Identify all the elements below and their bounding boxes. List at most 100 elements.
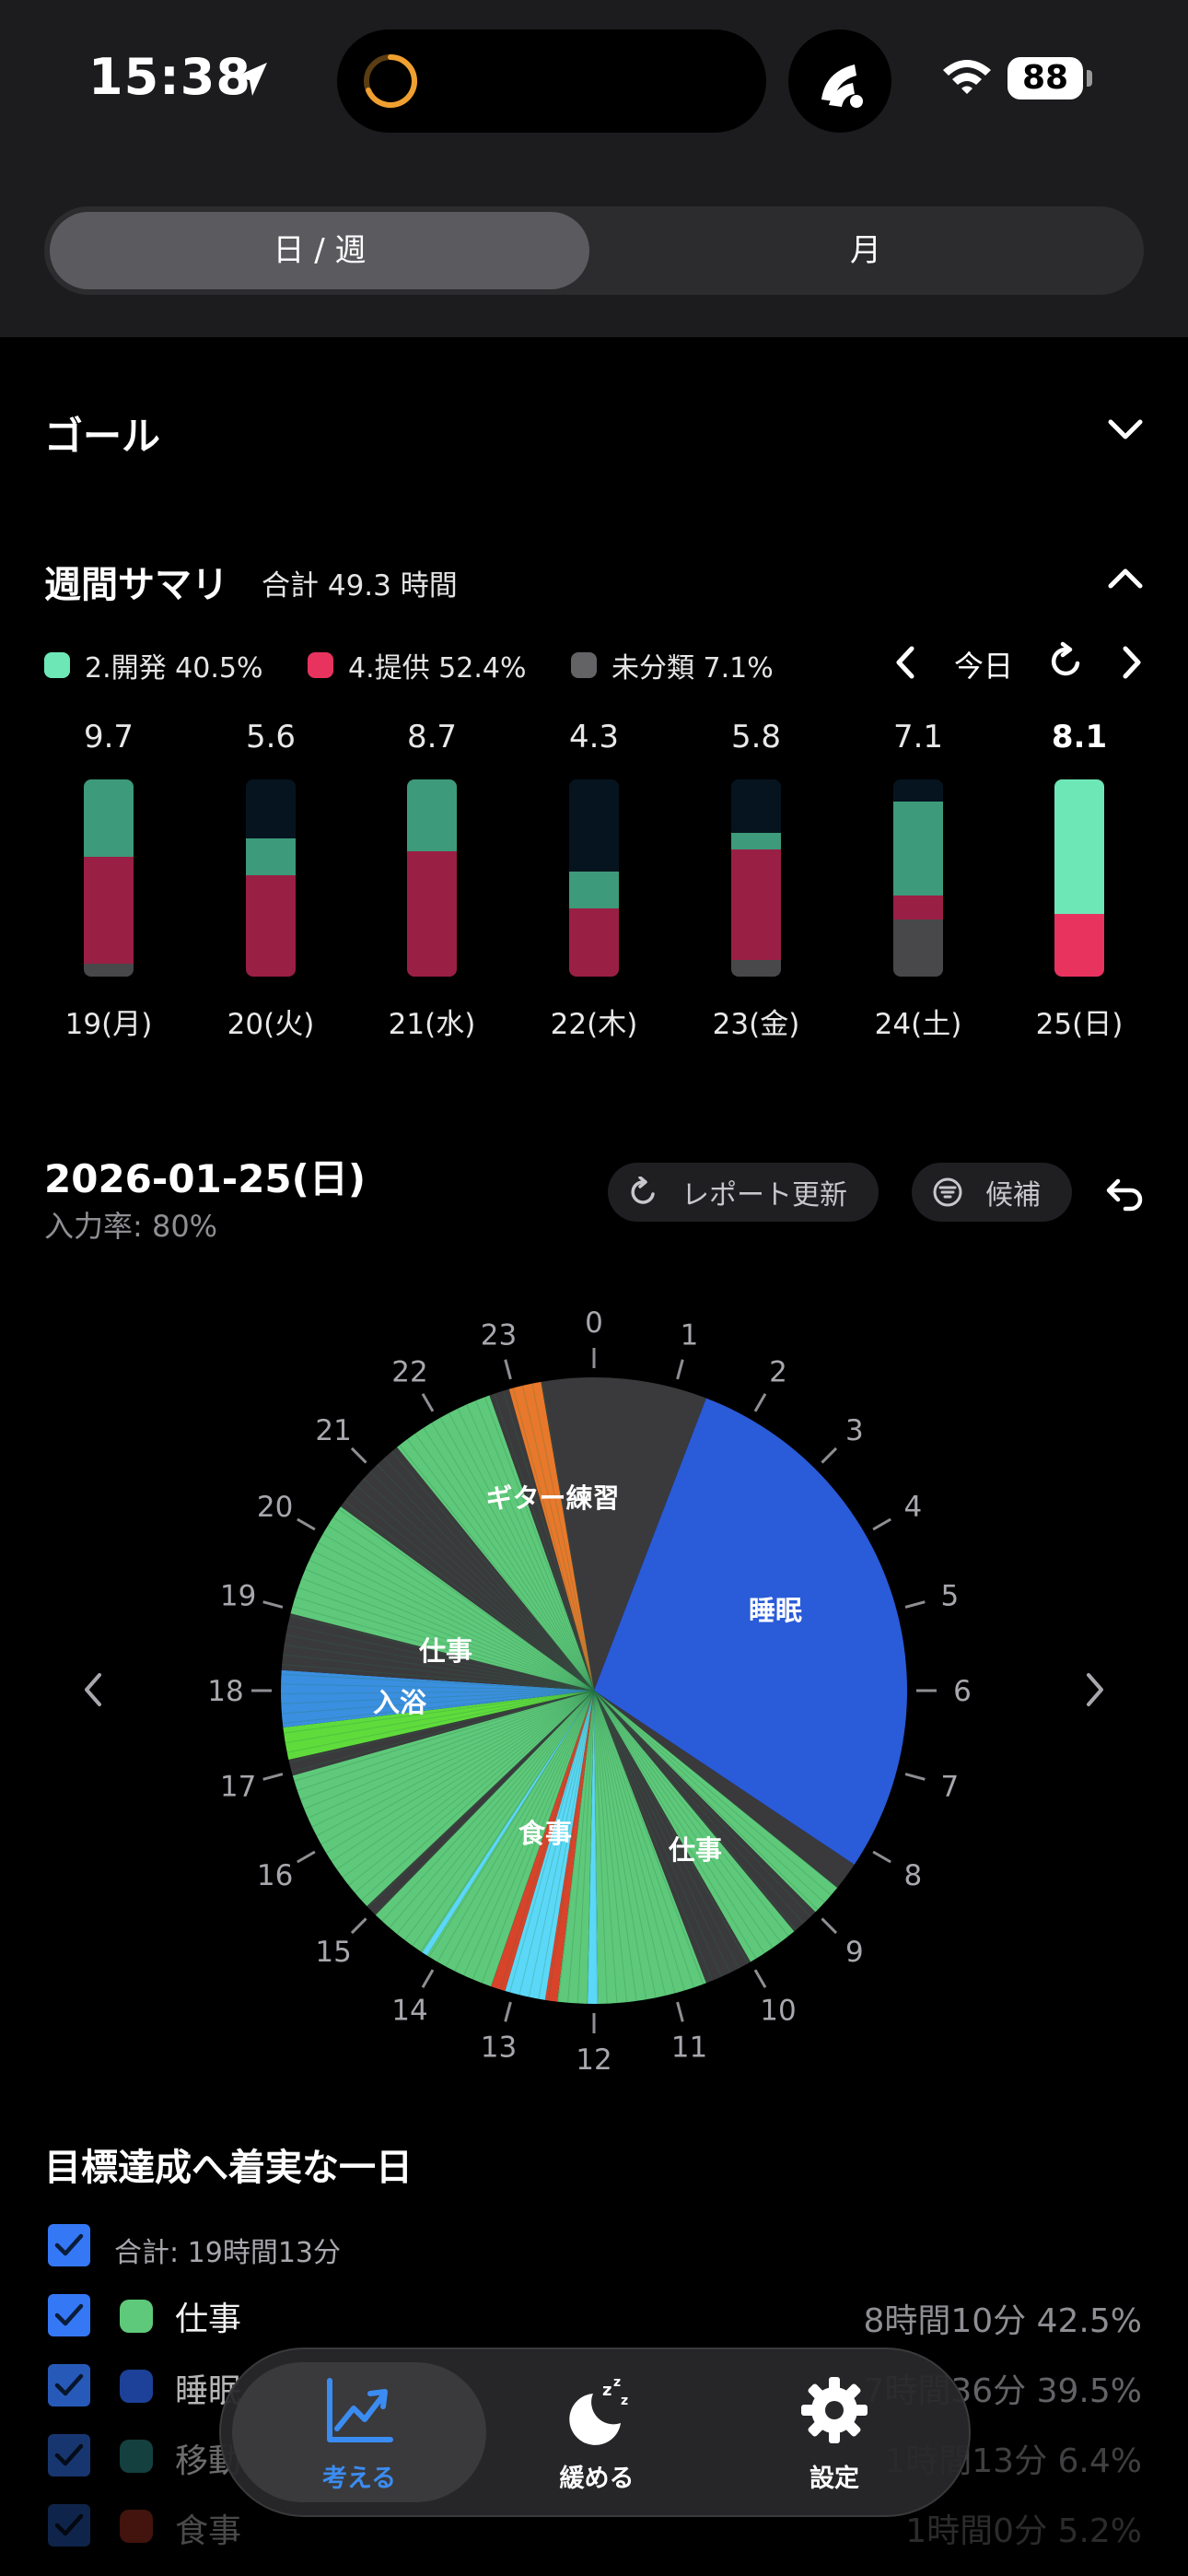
day-bar-25[interactable] — [1054, 779, 1104, 977]
clock-slice-work[interactable] — [594, 1691, 795, 1962]
tab-settings[interactable]: 設定 — [733, 2368, 936, 2497]
today-button[interactable]: 今日 — [954, 649, 1014, 684]
goal-section-title[interactable]: ゴール — [44, 414, 161, 459]
clock-slice-work[interactable] — [557, 1691, 594, 2004]
refresh-icon[interactable] — [1046, 641, 1087, 682]
clock-slice-untracked[interactable] — [367, 1691, 594, 1915]
clock-slice-work[interactable] — [594, 1691, 838, 1913]
bar-day-label: 20(火) — [227, 1008, 315, 1041]
clock-slice-texture — [593, 1690, 704, 1985]
clock-slice-texture — [342, 1690, 595, 1879]
clock-slice-texture — [284, 1644, 595, 1692]
clock-slice-texture — [305, 1568, 595, 1692]
category-color-move — [120, 2440, 153, 2473]
day-bar-23[interactable] — [731, 779, 781, 977]
category-checkbox-work[interactable] — [48, 2294, 90, 2336]
clock-slice-untracked[interactable] — [288, 1691, 594, 1776]
clock-slice-work[interactable] — [290, 1506, 594, 1691]
checkmark-icon — [54, 2373, 84, 2396]
chevron-right-icon[interactable] — [1116, 645, 1147, 680]
segment-month[interactable]: 月 — [850, 232, 881, 269]
clock-slices — [280, 1377, 907, 2004]
daily-summary-title: 目標達成へ着実な一日 — [44, 2147, 413, 2189]
clock-slice-work[interactable] — [292, 1691, 594, 1907]
clock-slice-untracked[interactable] — [281, 1613, 594, 1691]
bar-segment-dev — [1054, 779, 1104, 914]
clock-slice-texture — [531, 1383, 595, 1692]
clock-slice-sleep[interactable] — [594, 1398, 907, 1865]
clock-hour-label: 7 — [941, 1771, 960, 1804]
category-color-meal — [120, 2510, 153, 2543]
location-arrow-icon — [234, 63, 267, 96]
clock-slice-texture — [593, 1690, 765, 1954]
category-checkbox-move[interactable] — [48, 2434, 90, 2476]
input-rate: 入力率: 80% — [44, 1209, 218, 1244]
clock-slice-texture — [512, 1388, 595, 1692]
clock-slice-texture — [475, 1400, 595, 1692]
clock-tick — [350, 1917, 367, 1935]
clock-slice-meal[interactable] — [491, 1691, 594, 1991]
clock-slice-untracked[interactable] — [594, 1691, 855, 1888]
chevron-up-icon[interactable] — [1105, 564, 1146, 595]
clock-slice-untracked[interactable] — [489, 1388, 594, 1691]
category-checkbox-meal[interactable] — [48, 2504, 90, 2547]
clock-hour-label: 22 — [391, 1356, 427, 1389]
clock-slice-texture — [288, 1690, 595, 1763]
clock-hour-label: 9 — [845, 1936, 864, 1969]
clock-slice-work[interactable] — [375, 1691, 594, 1953]
day-bar-21[interactable] — [407, 779, 457, 977]
clock-tick — [297, 1850, 316, 1864]
clock-slice-meal[interactable] — [587, 1691, 599, 2004]
category-checkbox-sleep[interactable] — [48, 2364, 90, 2406]
clock-slice-guitar[interactable] — [508, 1381, 594, 1691]
gear-icon — [801, 2377, 868, 2443]
day-bar-19[interactable] — [84, 779, 134, 977]
clock-slice-untracked[interactable] — [541, 1377, 706, 1691]
clock-slice-bath[interactable] — [280, 1669, 594, 1727]
clock-slice-exercise[interactable] — [283, 1691, 594, 1761]
bottom-tab-bar: 考える z z z 緩める 設定 — [219, 2348, 971, 2517]
bar-value-24: 7.1 — [892, 719, 944, 755]
undo-icon[interactable] — [1105, 1176, 1146, 1212]
next-day-icon[interactable] — [1081, 1671, 1109, 1708]
chevron-left-icon[interactable] — [890, 645, 921, 680]
previous-day-icon[interactable] — [79, 1671, 107, 1708]
day-bar-20[interactable] — [246, 779, 296, 977]
clock-slice-meal[interactable] — [544, 1691, 594, 2002]
clock-slice-work[interactable] — [594, 1691, 706, 2004]
clock-slice-texture — [521, 1385, 595, 1692]
clock-slice-texture — [348, 1690, 595, 1886]
clock-slice-meal[interactable] — [505, 1691, 594, 2000]
legend-swatch — [308, 652, 333, 678]
clock-slice-texture — [481, 1690, 595, 1984]
clock-slice-texture — [528, 1690, 595, 1997]
clock-slice-texture — [593, 1690, 789, 1937]
report-refresh-button[interactable]: レポート更新 — [608, 1163, 879, 1222]
tab-relax[interactable]: z z z 緩める — [495, 2368, 698, 2497]
clock-tick — [504, 2001, 512, 2022]
clock-slice-untracked[interactable] — [340, 1446, 594, 1691]
clock-slice-untracked[interactable] — [594, 1691, 751, 1984]
clock-slice-texture — [593, 1690, 804, 1925]
bar-segment-provide — [569, 908, 619, 977]
day-bar-22[interactable] — [569, 779, 619, 977]
clock-slice-work[interactable] — [426, 1691, 594, 1987]
clock-slice-texture — [322, 1533, 595, 1692]
clock-slice-texture — [454, 1690, 595, 1972]
clock-slice-texture — [420, 1690, 595, 1952]
label-bath: 入浴 — [373, 1687, 427, 1718]
clock-slice-texture — [327, 1525, 595, 1692]
clock-tick — [904, 1773, 926, 1781]
clock-hour-label: 3 — [845, 1414, 864, 1447]
segment-day-week[interactable]: 日 / 週 — [50, 212, 589, 289]
tab-think[interactable]: 考える — [258, 2368, 460, 2497]
svg-text:z: z — [613, 2375, 621, 2390]
total-checkbox[interactable] — [48, 2224, 90, 2266]
day-bar-24[interactable] — [893, 779, 943, 977]
clock-slice-meal[interactable] — [422, 1691, 594, 1956]
clock-slice-untracked[interactable] — [594, 1691, 816, 1932]
clock-slice-work[interactable] — [397, 1395, 594, 1691]
chevron-down-icon[interactable] — [1105, 413, 1146, 444]
candidates-button[interactable]: 候補 — [912, 1163, 1072, 1222]
